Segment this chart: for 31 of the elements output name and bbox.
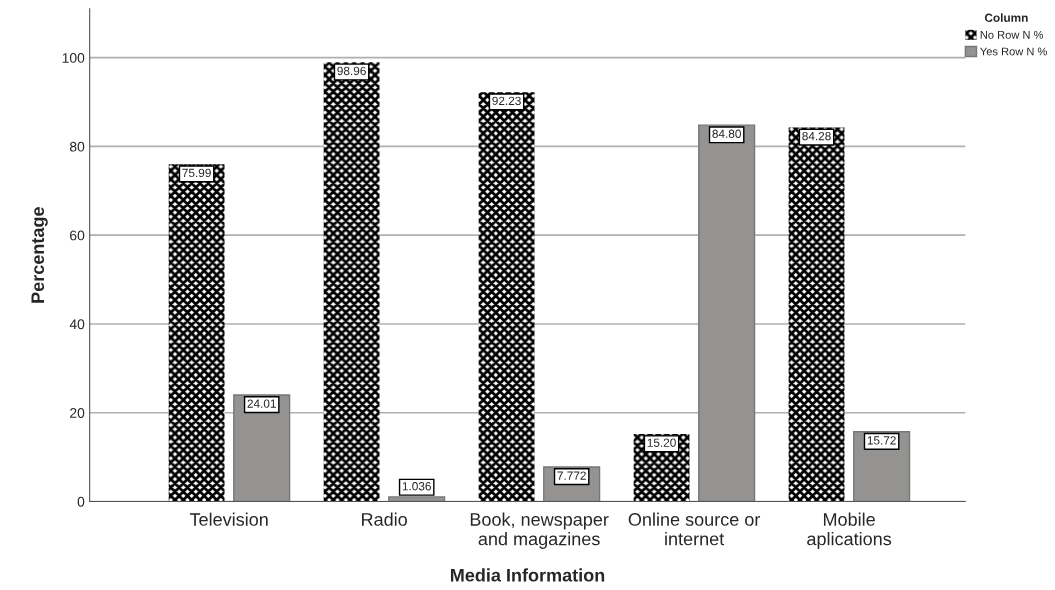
y-tick-label: 20 (70, 408, 85, 418)
data-label: 7.772 (557, 471, 586, 480)
y-tick-label: 100 (62, 53, 85, 63)
data-label: 75.99 (182, 168, 211, 178)
data-label: 15.20 (647, 438, 676, 447)
data-label: 15.72 (867, 436, 896, 445)
y-tick-label: 60 (70, 230, 85, 241)
bar (323, 62, 380, 502)
y-axis-title: Percentage (31, 207, 48, 303)
y-tick-label: 80 (69, 141, 85, 152)
data-label: 24.01 (247, 399, 276, 408)
legend-label: Yes Row N % (980, 47, 1047, 56)
x-tick-label: Online source or internet (628, 512, 761, 546)
bar (788, 127, 845, 502)
y-tick-label: 0 (77, 496, 85, 507)
bar (168, 164, 225, 502)
legend-label: No Row N % (980, 30, 1044, 39)
x-axis-title: Media Information (450, 568, 605, 582)
data-label: 92.23 (492, 96, 521, 105)
data-label: 98.96 (337, 66, 366, 76)
x-tick-label: Book, newspaper and magazines (470, 512, 609, 549)
legend-title: Column (984, 13, 1028, 22)
x-tick-label: Radio (362, 512, 407, 526)
data-label: 84.80 (712, 129, 741, 138)
data-label: 84.28 (802, 131, 831, 141)
x-tick-label: Television (189, 512, 268, 526)
bar (478, 92, 535, 502)
x-tick-label: Mobile aplications (807, 512, 892, 549)
bar (698, 124, 756, 502)
data-label: 1.036 (402, 482, 431, 491)
y-tick-label: 40 (69, 319, 85, 330)
